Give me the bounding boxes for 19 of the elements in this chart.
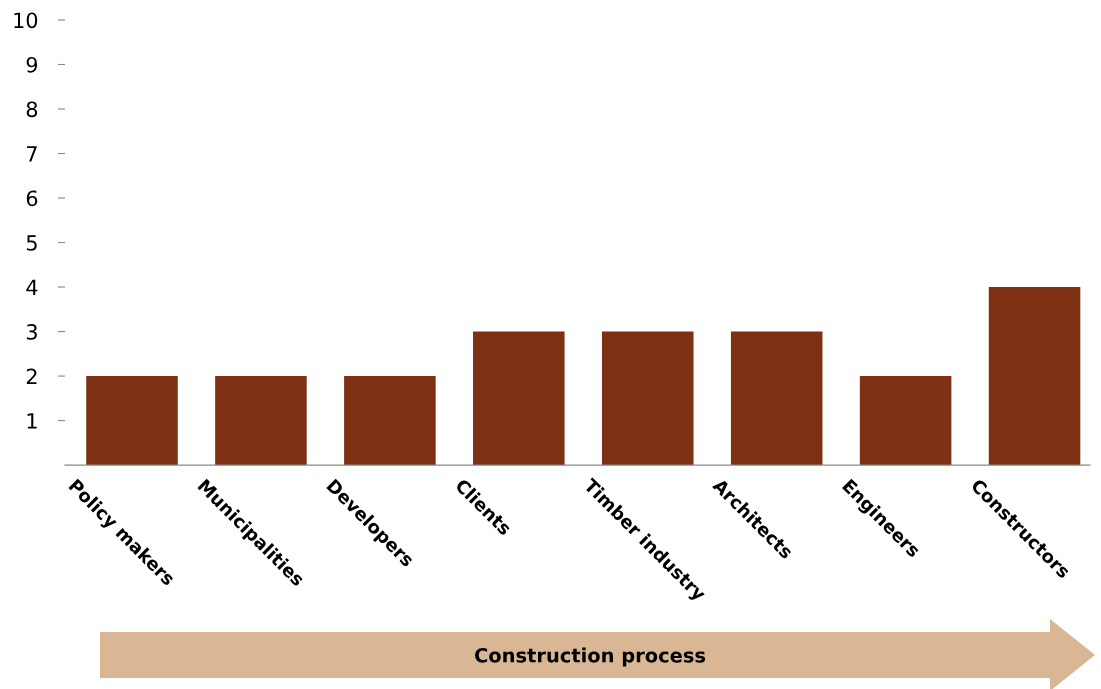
text: Construction process bbox=[474, 647, 706, 667]
bar bbox=[344, 376, 436, 466]
y-tick-label: 3 bbox=[26, 324, 37, 340]
bar bbox=[86, 376, 178, 466]
y-tick-label: 1 bbox=[27, 413, 37, 429]
y-tick-label: 8 bbox=[26, 101, 38, 118]
bar bbox=[601, 331, 694, 466]
y-tick-label: 4 bbox=[26, 279, 38, 295]
bar bbox=[859, 376, 952, 466]
bar bbox=[988, 287, 1081, 466]
bar bbox=[473, 331, 565, 466]
y-tick-label: 6 bbox=[26, 190, 38, 207]
y-tick-label: 2 bbox=[26, 368, 37, 384]
y-tick-label: 10 bbox=[14, 12, 38, 29]
y-tick-label: 7 bbox=[27, 146, 37, 162]
y-tick-label: 9 bbox=[26, 56, 38, 73]
bar bbox=[730, 331, 823, 466]
y-tick-label: 5 bbox=[26, 235, 37, 251]
bar bbox=[215, 376, 307, 466]
